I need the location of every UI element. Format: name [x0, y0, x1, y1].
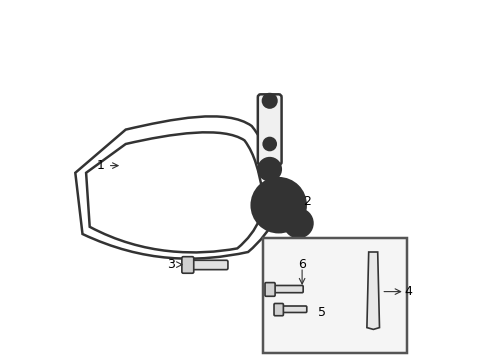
Circle shape [251, 178, 305, 232]
Circle shape [284, 209, 312, 238]
FancyArrowPatch shape [270, 165, 274, 184]
Circle shape [267, 167, 271, 171]
FancyBboxPatch shape [272, 285, 303, 293]
Circle shape [262, 94, 276, 108]
Circle shape [280, 238, 302, 259]
Circle shape [267, 194, 289, 216]
Text: 4: 4 [404, 285, 411, 298]
Circle shape [368, 263, 375, 270]
Bar [262, 238, 406, 353]
FancyBboxPatch shape [264, 283, 275, 296]
Circle shape [286, 244, 295, 253]
Circle shape [266, 141, 272, 147]
FancyBboxPatch shape [189, 260, 227, 270]
Polygon shape [366, 252, 379, 329]
FancyBboxPatch shape [279, 306, 306, 312]
Circle shape [274, 201, 283, 210]
Circle shape [264, 165, 274, 174]
Circle shape [263, 138, 276, 150]
Text: 1: 1 [96, 159, 104, 172]
Text: 6: 6 [298, 258, 305, 271]
Circle shape [266, 98, 272, 104]
Circle shape [295, 220, 301, 226]
FancyBboxPatch shape [182, 257, 193, 273]
Text: 2: 2 [303, 195, 311, 208]
Circle shape [292, 217, 304, 229]
Circle shape [258, 158, 281, 181]
FancyBboxPatch shape [273, 303, 283, 316]
FancyBboxPatch shape [257, 94, 281, 165]
Text: 3: 3 [166, 258, 174, 271]
Text: 5: 5 [317, 306, 325, 319]
